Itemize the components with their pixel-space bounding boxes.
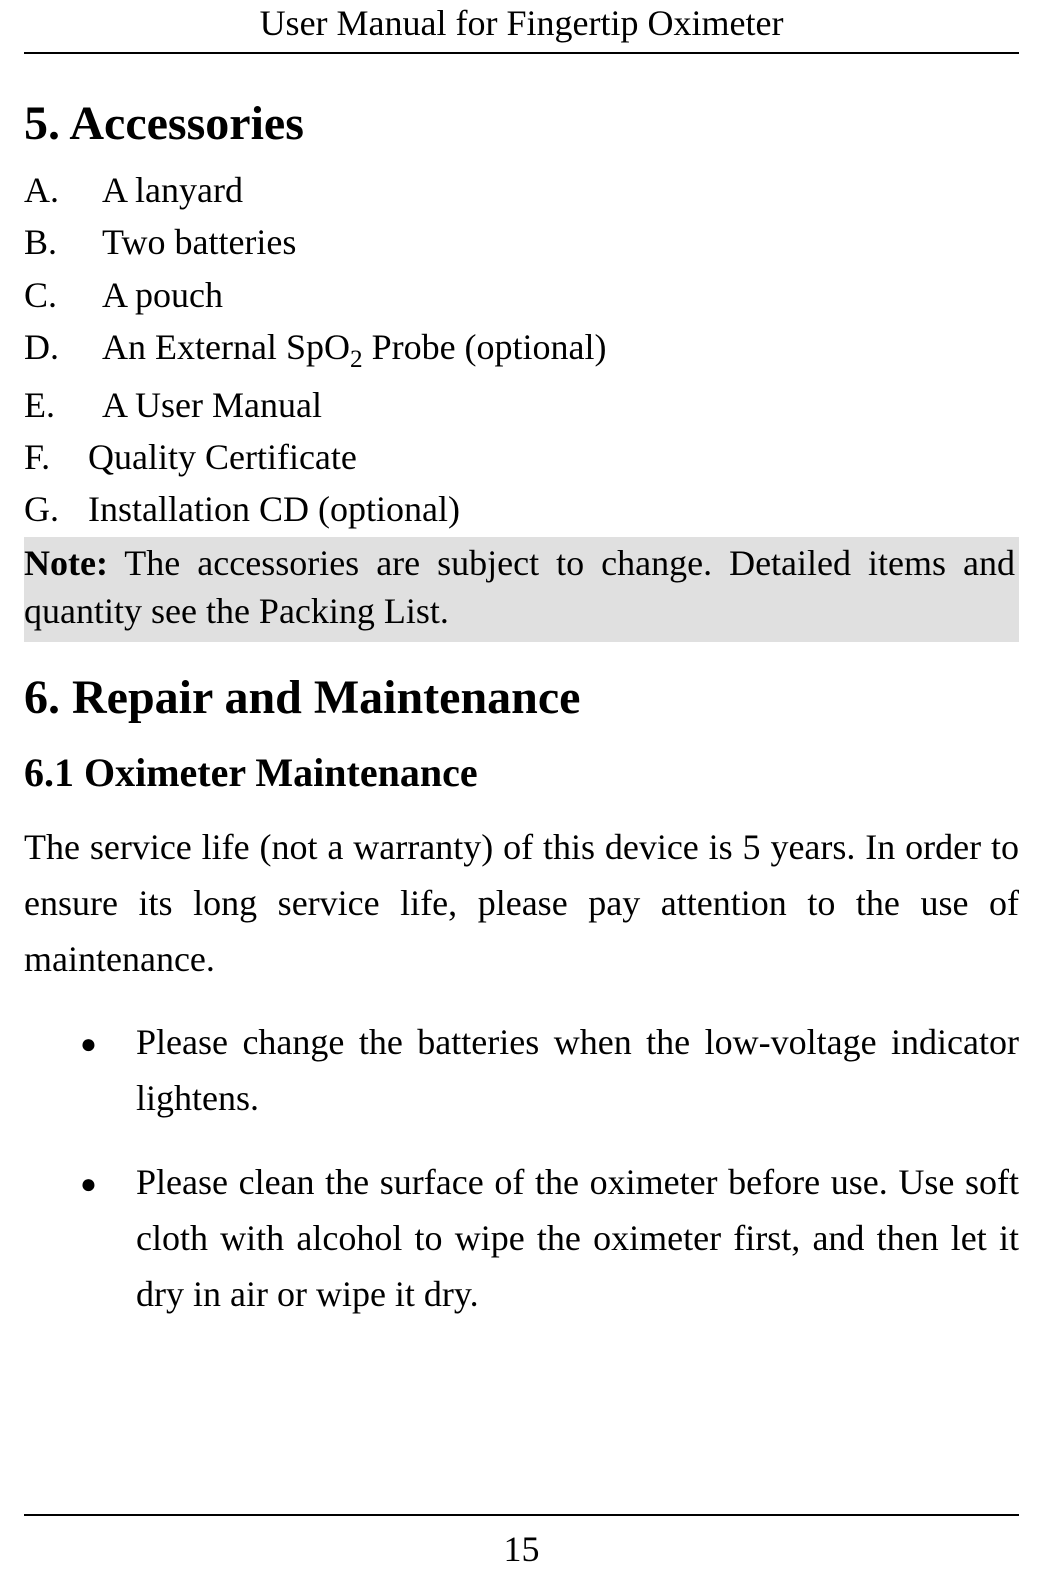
page-number: 15	[0, 1528, 1043, 1570]
item-text-sub: 2	[350, 346, 363, 373]
accessory-item-g: G. Installation CD (optional)	[24, 484, 1019, 534]
maintenance-bullets: ● Please change the batteries when the l…	[24, 1015, 1019, 1322]
item-text-post: Probe (optional)	[363, 327, 607, 367]
item-text: Installation CD (optional)	[88, 484, 460, 534]
note-label: Note:	[24, 543, 108, 583]
bullet-text: Please change the batteries when the low…	[136, 1015, 1019, 1127]
page-header: User Manual for Fingertip Oximeter	[24, 0, 1019, 54]
item-letter: E.	[24, 380, 102, 430]
accessory-item-b: B. Two batteries	[24, 217, 1019, 267]
accessory-item-d: D. An External SpO2 Probe (optional)	[24, 322, 1019, 377]
accessory-item-c: C. A pouch	[24, 270, 1019, 320]
item-text-pre: An External SpO	[102, 327, 350, 367]
item-letter: C.	[24, 270, 102, 320]
header-title: User Manual for Fingertip Oximeter	[260, 3, 784, 43]
item-text: Two batteries	[102, 217, 296, 267]
item-letter: F.	[24, 432, 88, 482]
accessories-list: A. A lanyard B. Two batteries C. A pouch…	[24, 165, 1019, 535]
item-text: A lanyard	[102, 165, 243, 215]
item-letter: A.	[24, 165, 102, 215]
bullet-item-2: ● Please clean the surface of the oximet…	[80, 1155, 1019, 1322]
item-letter: B.	[24, 217, 102, 267]
bullet-icon: ●	[80, 1155, 136, 1322]
accessory-item-a: A. A lanyard	[24, 165, 1019, 215]
page-content: 5. Accessories A. A lanyard B. Two batte…	[0, 54, 1043, 1322]
item-letter: G.	[24, 484, 88, 534]
maintenance-intro: The service life (not a warranty) of thi…	[24, 820, 1019, 987]
item-text: A User Manual	[102, 380, 322, 430]
bullet-item-1: ● Please change the batteries when the l…	[80, 1015, 1019, 1127]
item-letter: D.	[24, 322, 102, 377]
item-text: Quality Certificate	[88, 432, 357, 482]
footer-rule	[24, 1514, 1019, 1516]
section-5-heading: 5. Accessories	[24, 96, 1019, 151]
bullet-text: Please clean the surface of the oximeter…	[136, 1155, 1019, 1322]
accessory-item-f: F. Quality Certificate	[24, 432, 1019, 482]
bullet-icon: ●	[80, 1015, 136, 1127]
note-box: Note: The accessories are subject to cha…	[24, 537, 1019, 642]
item-text: An External SpO2 Probe (optional)	[102, 322, 607, 377]
note-text: The accessories are subject to change. D…	[24, 543, 1015, 632]
item-text: A pouch	[102, 270, 223, 320]
section-6-heading: 6. Repair and Maintenance	[24, 670, 1019, 725]
accessory-item-e: E. A User Manual	[24, 380, 1019, 430]
manual-page: User Manual for Fingertip Oximeter 5. Ac…	[0, 0, 1043, 1584]
section-6-1-heading: 6.1 Oximeter Maintenance	[24, 749, 1019, 796]
